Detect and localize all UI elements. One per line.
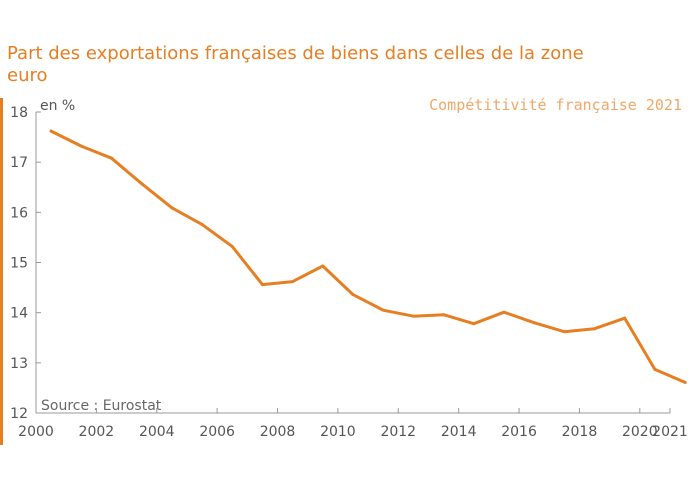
- x-tick-label: 2020: [622, 424, 658, 440]
- y-tick-label: 17: [10, 155, 28, 171]
- data-point: [562, 330, 566, 334]
- y-tick-label: 13: [10, 356, 28, 372]
- data-point: [79, 144, 83, 148]
- x-tick-label: 2021: [652, 424, 688, 440]
- y-tick-label: 15: [10, 256, 28, 272]
- data-point: [291, 280, 295, 284]
- data-point: [200, 222, 204, 226]
- brand-label: Compétitivité française 2021: [429, 96, 682, 114]
- data-point: [593, 327, 597, 331]
- data-point: [49, 129, 53, 133]
- x-tick-label: 2010: [320, 424, 356, 440]
- data-point: [532, 321, 536, 325]
- y-tick-label: 12: [10, 406, 28, 422]
- data-point: [623, 316, 627, 320]
- axes: 12 13 14 15 16 17 18 2000 2002 2004 2006 2008 2010 20…: [10, 105, 688, 440]
- data-point: [351, 293, 355, 297]
- data-point: [472, 322, 476, 326]
- unit-label: en %: [40, 98, 75, 114]
- data-point: [230, 244, 234, 248]
- data-point: [260, 283, 264, 287]
- accent-bar: [0, 98, 3, 445]
- source-label: Source : Eurostat: [41, 398, 162, 414]
- x-tick-label: 2008: [260, 424, 296, 440]
- data-point: [381, 308, 385, 312]
- data-point: [683, 380, 687, 384]
- series-group: [49, 129, 687, 384]
- y-tick-label: 16: [10, 205, 28, 221]
- data-point: [442, 313, 446, 317]
- x-tick-label: 2006: [199, 424, 235, 440]
- data-point: [502, 310, 506, 314]
- x-tick-label: 2002: [79, 424, 115, 440]
- data-point: [140, 182, 144, 186]
- data-point: [653, 367, 657, 371]
- data-point: [411, 314, 415, 318]
- series-line: [49, 129, 687, 384]
- x-tick-label: 2014: [441, 424, 477, 440]
- x-tick-label: 2012: [380, 424, 416, 440]
- chart-title: Part des exportations françaises de bien…: [7, 43, 584, 86]
- x-tick-label: 2016: [501, 424, 537, 440]
- y-tick-label: 14: [10, 306, 28, 322]
- x-tick-label: 2018: [562, 424, 598, 440]
- data-point: [170, 206, 174, 210]
- data-point: [109, 156, 113, 160]
- data-point: [321, 264, 325, 268]
- x-tick-label: 2004: [139, 424, 175, 440]
- y-tick-label: 18: [10, 105, 28, 121]
- x-tick-label: 2000: [18, 424, 54, 440]
